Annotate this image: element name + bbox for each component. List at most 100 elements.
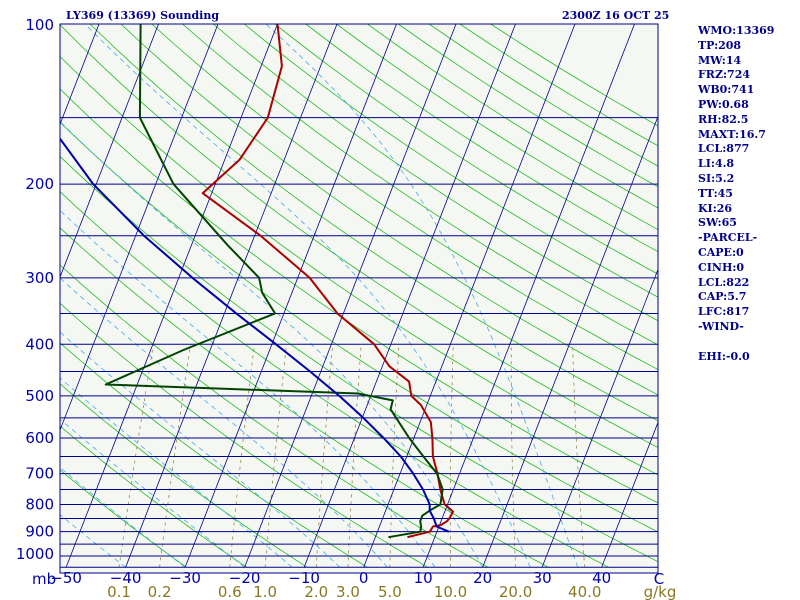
mixing-ratio-line <box>389 344 400 568</box>
index-line: TT:45 <box>698 186 733 200</box>
dry-adiabat <box>60 24 658 448</box>
index-line: MW:14 <box>698 53 742 67</box>
mixing-ratio-line <box>347 344 362 568</box>
mixing-ratio-tick-label: 0.2 <box>148 583 172 600</box>
dry-adiabat <box>60 264 489 568</box>
isotherm <box>184 24 397 568</box>
dry-adiabat <box>305 24 658 253</box>
temperature-tick-label: −10 <box>288 569 320 587</box>
mixing-ratio-tick-label: 40.0 <box>568 583 601 600</box>
dry-adiabat <box>60 121 658 533</box>
pressure-tick-label: 500 <box>25 387 54 405</box>
temperature-tick-label: 10 <box>414 569 433 587</box>
isotherm <box>60 24 100 126</box>
dry-adiabat <box>213 24 658 322</box>
index-line: WMO:13369 <box>698 24 775 37</box>
mixing-ratio-tick-label: 20.0 <box>499 583 532 600</box>
mixing-ratio-tick-label: 10.0 <box>434 583 467 600</box>
mixing-ratio-line <box>572 344 586 568</box>
observation-time: 2300Z 16 OCT 25 <box>562 9 670 22</box>
mixing-ratio-line <box>229 344 255 568</box>
isotherm <box>541 268 658 568</box>
temperature-unit-label: C <box>654 570 664 588</box>
pressure-tick-label: 300 <box>25 269 54 287</box>
isotherm <box>0 24 40 567</box>
moist-adiabat <box>84 24 531 568</box>
parcel-profile <box>60 136 450 533</box>
index-line: TP:208 <box>698 38 742 52</box>
isotherm <box>303 24 516 568</box>
mixing-ratio-line <box>264 344 287 568</box>
pressure-tick-label: 200 <box>25 175 54 193</box>
dry-adiabat <box>60 227 549 568</box>
temperature-tick-label: −50 <box>50 569 82 587</box>
pressure-tick-label: 1000 <box>16 545 54 563</box>
pressure-tick-label: 400 <box>25 335 54 353</box>
moist-adiabat <box>60 209 436 568</box>
dry-adiabat <box>60 469 187 568</box>
mixing-ratio-tick-label: 2.0 <box>304 583 328 600</box>
mixing-ratio-tick-label: 0.1 <box>107 583 131 600</box>
index-line: LFC:817 <box>698 305 750 319</box>
dry-adiabat <box>60 383 308 568</box>
index-line: FRZ:724 <box>698 68 751 82</box>
dry-adiabat <box>60 55 658 476</box>
index-line: -WIND- <box>698 319 744 333</box>
index-line: LCL:822 <box>698 275 750 289</box>
mixing-ratio-tick-label: 1.0 <box>253 583 277 600</box>
pressure-tick-label: 800 <box>25 495 54 513</box>
mixing-ratio-unit-label: g/kg <box>644 583 677 600</box>
index-line: CAP:5.7 <box>698 290 747 304</box>
dry-adiabat <box>60 425 248 568</box>
mixing-ratio-tick-label: 0.6 <box>218 583 242 600</box>
mixing-ratio-line <box>315 344 334 568</box>
index-line: EHI:-0.0 <box>698 349 750 363</box>
dry-adiabat <box>89 24 658 422</box>
isotherm <box>363 24 576 568</box>
dry-adiabat <box>60 342 368 568</box>
station-title: LY369 (13369) Sounding <box>66 9 220 22</box>
index-line: -PARCEL- <box>698 231 758 245</box>
index-line: CINH:0 <box>698 260 745 274</box>
dry-adiabat <box>151 24 658 370</box>
isotherm <box>65 24 278 568</box>
mixing-ratio-tick-label: 5.0 <box>378 583 402 600</box>
isotherm <box>60 24 159 279</box>
dry-adiabat <box>60 88 658 504</box>
plot-background <box>60 24 658 573</box>
index-line: KI:26 <box>698 201 733 215</box>
isotherm <box>482 115 658 568</box>
temperature-tick-label: 0 <box>359 569 369 587</box>
isotherm <box>60 24 219 432</box>
mixing-ratio-line <box>118 344 154 568</box>
index-line: SI:5.2 <box>698 171 735 185</box>
dry-adiabat <box>243 24 658 298</box>
isotherm <box>244 24 457 568</box>
index-line: WB0:741 <box>698 83 755 97</box>
dry-adiabat <box>182 24 658 346</box>
pressure-unit-label: mb <box>32 570 56 588</box>
index-line: MAXT:16.7 <box>698 127 766 141</box>
temperature-tick-label: 30 <box>533 569 552 587</box>
pressure-tick-label: 100 <box>25 16 54 34</box>
index-line: LCL:877 <box>698 142 750 156</box>
index-line: CAPE:0 <box>698 245 744 259</box>
mixing-ratio-line <box>159 344 191 568</box>
plot-border <box>59 23 659 574</box>
temperature-tick-label: −30 <box>169 569 201 587</box>
temperature-tick-label: −40 <box>110 569 142 587</box>
pressure-tick-label: 900 <box>25 523 54 541</box>
mixing-ratio-tick-label: 3.0 <box>336 583 360 600</box>
mixing-ratio-line <box>449 344 454 568</box>
isotherm <box>601 421 658 568</box>
isotherm <box>125 24 338 568</box>
moist-adiabat <box>265 24 579 568</box>
index-line: PW:0.68 <box>698 97 749 111</box>
dry-adiabat <box>60 302 429 568</box>
temperature-tick-label: 20 <box>473 569 492 587</box>
moist-adiabat <box>60 120 483 568</box>
temperature-profile <box>201 24 455 539</box>
temperature-tick-label: −20 <box>229 569 261 587</box>
index-line: RH:82.5 <box>698 112 749 126</box>
